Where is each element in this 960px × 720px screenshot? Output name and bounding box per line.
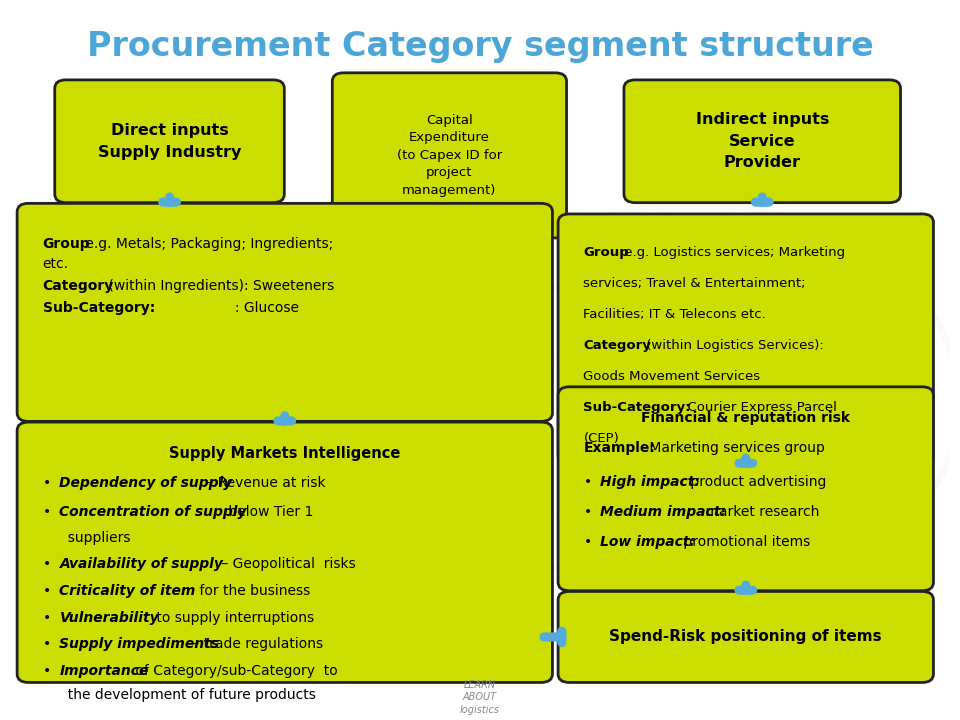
Text: – trade regulations: – trade regulations: [188, 637, 324, 652]
FancyBboxPatch shape: [55, 80, 284, 202]
Text: Goods Movement Services: Goods Movement Services: [584, 370, 760, 383]
Text: •: •: [584, 474, 591, 489]
Text: •: •: [42, 476, 51, 490]
Text: Sub-Category:: Sub-Category:: [584, 401, 691, 414]
Text: – Revenue at risk: – Revenue at risk: [203, 476, 326, 490]
Text: •: •: [42, 664, 51, 678]
Text: Marketing services group: Marketing services group: [645, 441, 825, 455]
Text: of Category/sub-Category  to: of Category/sub-Category to: [131, 664, 338, 678]
Text: •: •: [42, 557, 51, 571]
Text: for the business: for the business: [195, 584, 311, 598]
Text: Criticality of item: Criticality of item: [60, 584, 196, 598]
Text: Dependency of supply: Dependency of supply: [60, 476, 232, 490]
FancyBboxPatch shape: [17, 422, 552, 683]
Text: Procurement Category segment structure: Procurement Category segment structure: [86, 30, 874, 63]
Text: e.g. Metals; Packaging; Ingredients;: e.g. Metals; Packaging; Ingredients;: [81, 237, 333, 251]
Text: Sub-Category:: Sub-Category:: [42, 301, 155, 315]
Text: product advertising: product advertising: [686, 474, 827, 489]
Text: •: •: [42, 505, 51, 519]
Text: promotional items: promotional items: [679, 535, 810, 549]
Text: Supply impediments: Supply impediments: [60, 637, 220, 652]
Text: •: •: [42, 637, 51, 652]
Text: market research: market research: [701, 505, 819, 519]
Text: Supply Markets Intelligence: Supply Markets Intelligence: [169, 446, 400, 461]
Text: (CEP): (CEP): [584, 432, 619, 445]
Text: LEARN
ABOUT
logistics: LEARN ABOUT logistics: [460, 680, 500, 715]
Text: Vulnerability: Vulnerability: [60, 611, 159, 625]
Text: e.g. Logistics services; Marketing: e.g. Logistics services; Marketing: [620, 246, 845, 258]
Text: – Geopolitical  risks: – Geopolitical risks: [217, 557, 355, 571]
FancyBboxPatch shape: [332, 73, 566, 238]
Text: below Tier 1: below Tier 1: [224, 505, 313, 519]
Text: Spend-Risk positioning of items: Spend-Risk positioning of items: [610, 629, 882, 644]
Text: : Glucose: : Glucose: [143, 301, 299, 315]
Text: suppliers: suppliers: [60, 531, 131, 544]
Text: High impact:: High impact:: [600, 474, 700, 489]
Text: •: •: [584, 535, 591, 549]
Text: the development of future products: the development of future products: [60, 688, 317, 702]
Text: Category: Category: [584, 338, 652, 351]
Text: Direct inputs
Supply Industry: Direct inputs Supply Industry: [98, 123, 241, 160]
Text: •: •: [42, 611, 51, 625]
Text: Medium impact:: Medium impact:: [600, 505, 727, 519]
Text: Low impact:: Low impact:: [600, 535, 695, 549]
Text: Financial & reputation risk: Financial & reputation risk: [641, 411, 851, 425]
Text: Example:: Example:: [584, 441, 656, 455]
Text: Capital
Expenditure
(to Capex ID for
project
management): Capital Expenditure (to Capex ID for pro…: [396, 114, 502, 197]
FancyBboxPatch shape: [558, 214, 933, 464]
Text: Facilities; IT & Telecons etc.: Facilities; IT & Telecons etc.: [584, 307, 766, 320]
Text: •: •: [42, 584, 51, 598]
Text: •: •: [584, 505, 591, 519]
Text: Importance: Importance: [60, 664, 149, 678]
Text: services; Travel & Entertainment;: services; Travel & Entertainment;: [584, 276, 806, 289]
Text: Availability of supply: Availability of supply: [60, 557, 224, 571]
Text: etc.: etc.: [42, 257, 68, 271]
FancyBboxPatch shape: [558, 387, 933, 590]
Text: Category: Category: [42, 279, 114, 293]
Text: Indirect inputs
Service
Provider: Indirect inputs Service Provider: [696, 112, 828, 171]
Text: (within Logistics Services):: (within Logistics Services):: [642, 338, 824, 351]
FancyBboxPatch shape: [624, 80, 900, 202]
Text: Courier Express Parcel: Courier Express Parcel: [679, 401, 836, 414]
Text: (within Ingredients): Sweeteners: (within Ingredients): Sweeteners: [105, 279, 334, 293]
FancyBboxPatch shape: [558, 591, 933, 683]
FancyBboxPatch shape: [17, 203, 552, 421]
Text: to supply interruptions: to supply interruptions: [153, 611, 315, 625]
Text: Group: Group: [584, 246, 629, 258]
Text: Group: Group: [42, 237, 90, 251]
Text: Concentration of supply: Concentration of supply: [60, 505, 247, 519]
